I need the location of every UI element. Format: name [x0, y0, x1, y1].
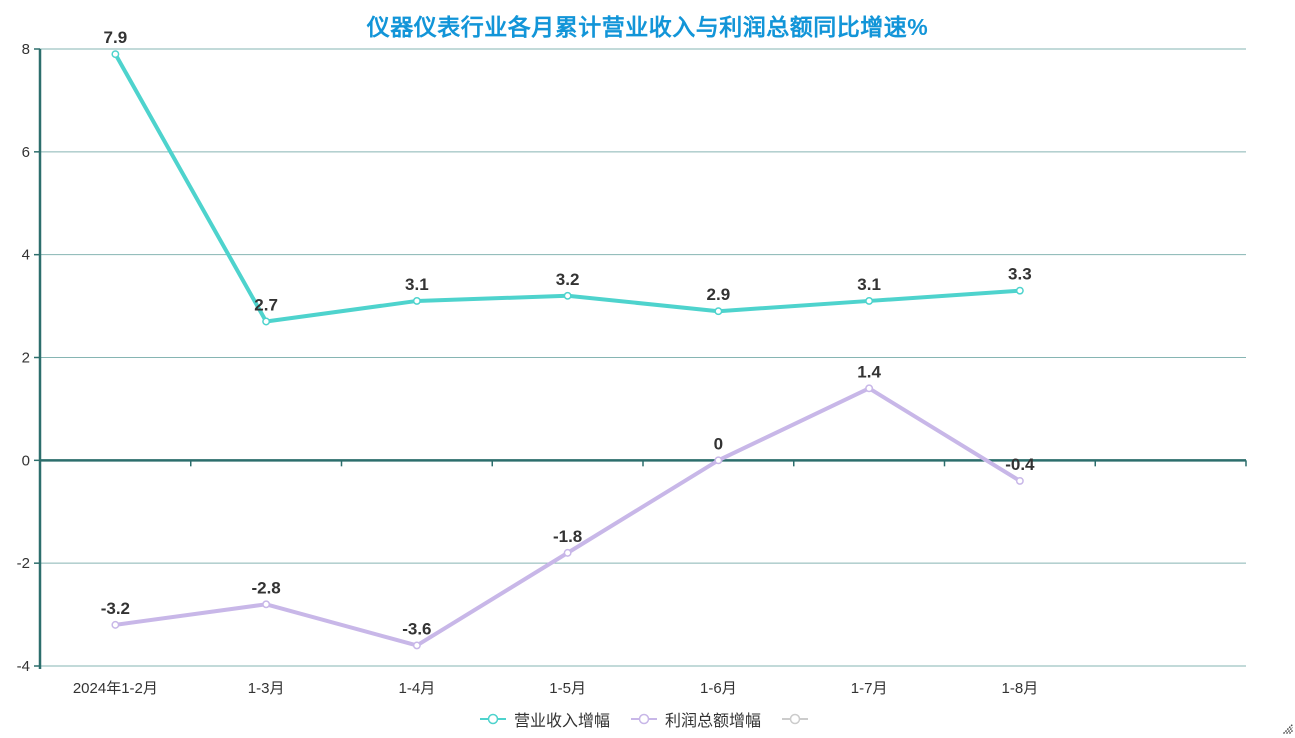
data-point-label: -2.8 — [251, 578, 280, 597]
x-axis-label: 1-5月 — [549, 680, 586, 697]
data-point — [563, 291, 572, 300]
data-point — [1015, 286, 1024, 295]
data-point-label: -0.4 — [1005, 455, 1035, 474]
data-point-label: 2.9 — [707, 285, 731, 304]
data-point — [412, 641, 421, 650]
data-point-label: 7.9 — [104, 28, 128, 47]
data-point-label: 2.7 — [254, 296, 278, 315]
x-axis-label: 1-4月 — [399, 680, 436, 697]
x-axis-label: 1-3月 — [248, 680, 285, 697]
y-axis-tick-label: 6 — [22, 144, 30, 161]
x-axis-label: 1-6月 — [700, 680, 737, 697]
data-point — [714, 456, 723, 465]
data-point — [865, 384, 874, 393]
data-point-label: -1.8 — [553, 527, 582, 546]
data-point-label: 3.3 — [1008, 265, 1032, 284]
data-point — [412, 296, 421, 305]
legend-item-empty[interactable] — [781, 712, 816, 726]
y-axis-tick-label: -2 — [17, 555, 30, 572]
legend-line-marker-icon — [479, 713, 506, 725]
data-point — [714, 307, 723, 316]
y-axis-tick-label: 0 — [22, 452, 30, 469]
legend-line-marker-icon — [631, 713, 657, 725]
data-point — [563, 548, 572, 557]
x-axis-label: 2024年1-2月 — [73, 680, 158, 697]
legend: 营业收入增幅 利润总额增幅 — [0, 707, 1295, 731]
legend-label: 利润总额增幅 — [665, 713, 762, 730]
data-point — [1015, 476, 1024, 485]
legend-line-marker-icon — [782, 713, 809, 725]
data-point — [111, 50, 120, 59]
legend-label: 营业收入增幅 — [513, 713, 610, 730]
data-point — [111, 620, 120, 629]
y-axis-tick-label: 8 — [22, 41, 30, 58]
data-point-label: 1.4 — [857, 362, 881, 381]
y-axis-tick-label: 2 — [22, 350, 30, 367]
x-axis-label: 1-7月 — [851, 680, 888, 697]
data-point-label: 3.1 — [857, 275, 881, 294]
chart-title: 仪器仪表行业各月累计营业收入与利润总额同比增速% — [366, 14, 929, 40]
data-point-label: 3.1 — [405, 275, 429, 294]
data-point-label: 3.2 — [556, 270, 580, 289]
legend-item-利润总额增幅[interactable]: 利润总额增幅 — [630, 707, 761, 731]
data-point-label: -3.2 — [101, 599, 130, 618]
data-point — [262, 317, 271, 326]
y-axis-tick-label: 4 — [22, 247, 30, 264]
data-point-label: -3.6 — [402, 619, 431, 638]
resize-handle-icon[interactable] — [1280, 721, 1293, 734]
x-axis-label: 1-8月 — [1002, 680, 1039, 697]
data-point-label: 0 — [714, 434, 723, 453]
y-axis-tick-label: -4 — [17, 658, 30, 675]
data-point — [262, 600, 271, 609]
legend-item-营业收入增幅[interactable]: 营业收入增幅 — [479, 707, 610, 731]
data-point — [865, 296, 874, 305]
series-line-利润总额增幅 — [113, 386, 1022, 648]
